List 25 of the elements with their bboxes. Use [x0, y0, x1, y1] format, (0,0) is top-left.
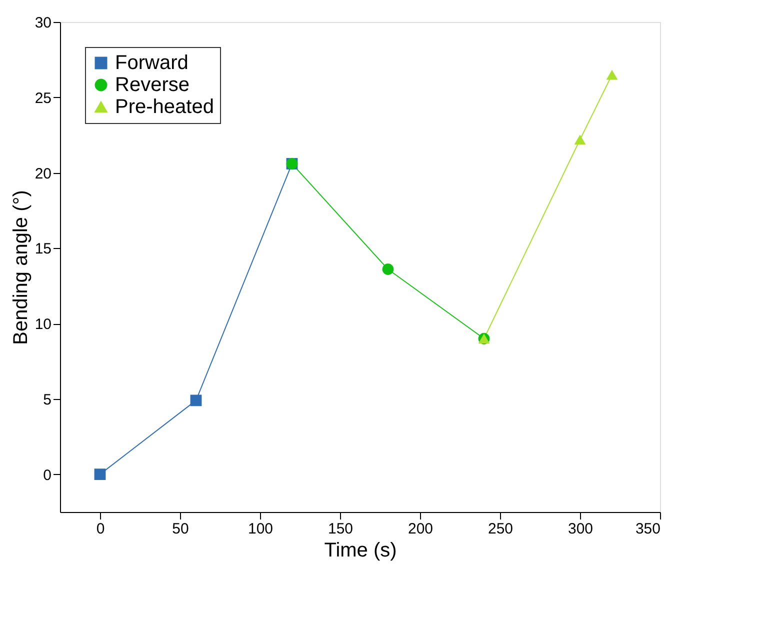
x-tick-label: 250	[488, 520, 514, 538]
point	[94, 468, 106, 480]
x-tick-label: 100	[248, 520, 274, 538]
point	[190, 394, 202, 406]
x-tick-label: 0	[96, 520, 105, 538]
legend-label: Forward	[115, 52, 188, 74]
x-tick-label: 350	[635, 520, 660, 538]
legend-label: Reverse	[115, 74, 190, 96]
y-tick-label: 20	[34, 165, 52, 182]
point	[606, 70, 618, 80]
y-tick-label: 30	[34, 14, 52, 32]
y-tick-label: 5	[43, 391, 52, 408]
x-tick-label: 300	[568, 520, 594, 538]
legend-label: Pre-heated	[115, 96, 214, 118]
y-tick-label: 15	[34, 240, 52, 258]
x-tick-label: 150	[328, 520, 354, 538]
y-tick-label: 0	[43, 466, 52, 484]
y-axis-title: Bending angle (°)	[10, 190, 32, 345]
point	[574, 134, 586, 145]
x-tick-label: 200	[408, 520, 434, 538]
x-axis-title: Time (s)	[324, 540, 397, 562]
x-tick-label: 50	[172, 520, 189, 538]
y-tick-label: 10	[34, 316, 52, 334]
y-tick-label: 25	[34, 90, 52, 107]
point	[382, 264, 394, 275]
